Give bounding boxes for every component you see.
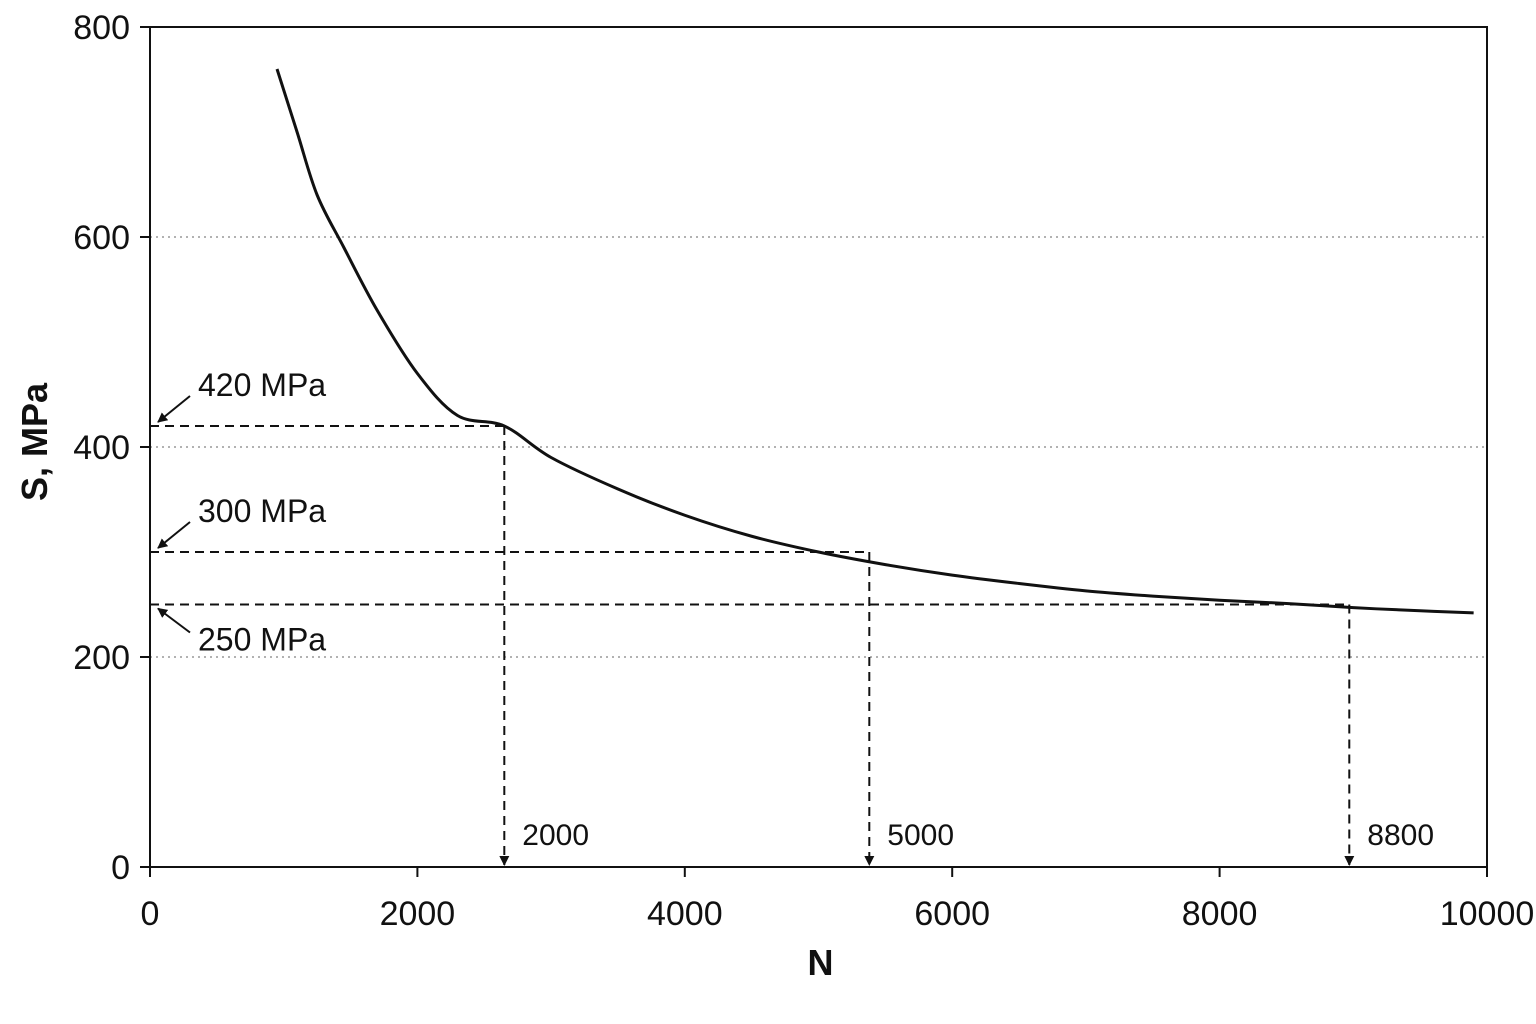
tick-labels: 0 2000 4000 6000 8000 10000 0 200 400 600 800 <box>73 9 1534 933</box>
stress-annotation-arrow <box>157 395 191 423</box>
axes <box>140 26 1488 877</box>
x-tick-label: 10000 <box>1440 895 1535 933</box>
reference-lines <box>150 425 1355 866</box>
sn-curve <box>275 68 1474 615</box>
n-value-label: 5000 <box>887 819 954 852</box>
y-tick-label: 200 <box>73 639 130 677</box>
y-tick-label: 800 <box>73 9 130 47</box>
x-tick-label: 6000 <box>914 895 990 933</box>
y-axis-label: S, MPa <box>14 382 55 501</box>
y-tick-label: 400 <box>73 429 130 467</box>
x-tick-label: 4000 <box>647 895 723 933</box>
stress-annotation-arrow <box>157 521 191 549</box>
stress-annotation-label: 420 MPa <box>198 367 326 403</box>
n-value-label: 8800 <box>1367 819 1434 852</box>
annotations: 2000 420 MPa 5000 300 MPa 8800 250 MPa <box>157 367 1434 852</box>
x-tick-label: 0 <box>141 895 160 933</box>
y-tick-label: 600 <box>73 219 130 257</box>
n-value-label: 2000 <box>522 819 589 852</box>
stress-annotation-label: 250 MPa <box>198 622 326 658</box>
x-tick-label: 2000 <box>380 895 456 933</box>
grid-lines <box>150 236 1487 658</box>
curve-layer <box>275 68 1474 615</box>
y-tick-label: 0 <box>111 849 130 887</box>
stress-annotation-arrow <box>157 607 191 634</box>
plot-frame <box>149 26 1488 868</box>
x-axis-label: N <box>808 942 834 983</box>
stress-annotation-label: 300 MPa <box>198 493 326 529</box>
x-tick-label: 8000 <box>1182 895 1258 933</box>
